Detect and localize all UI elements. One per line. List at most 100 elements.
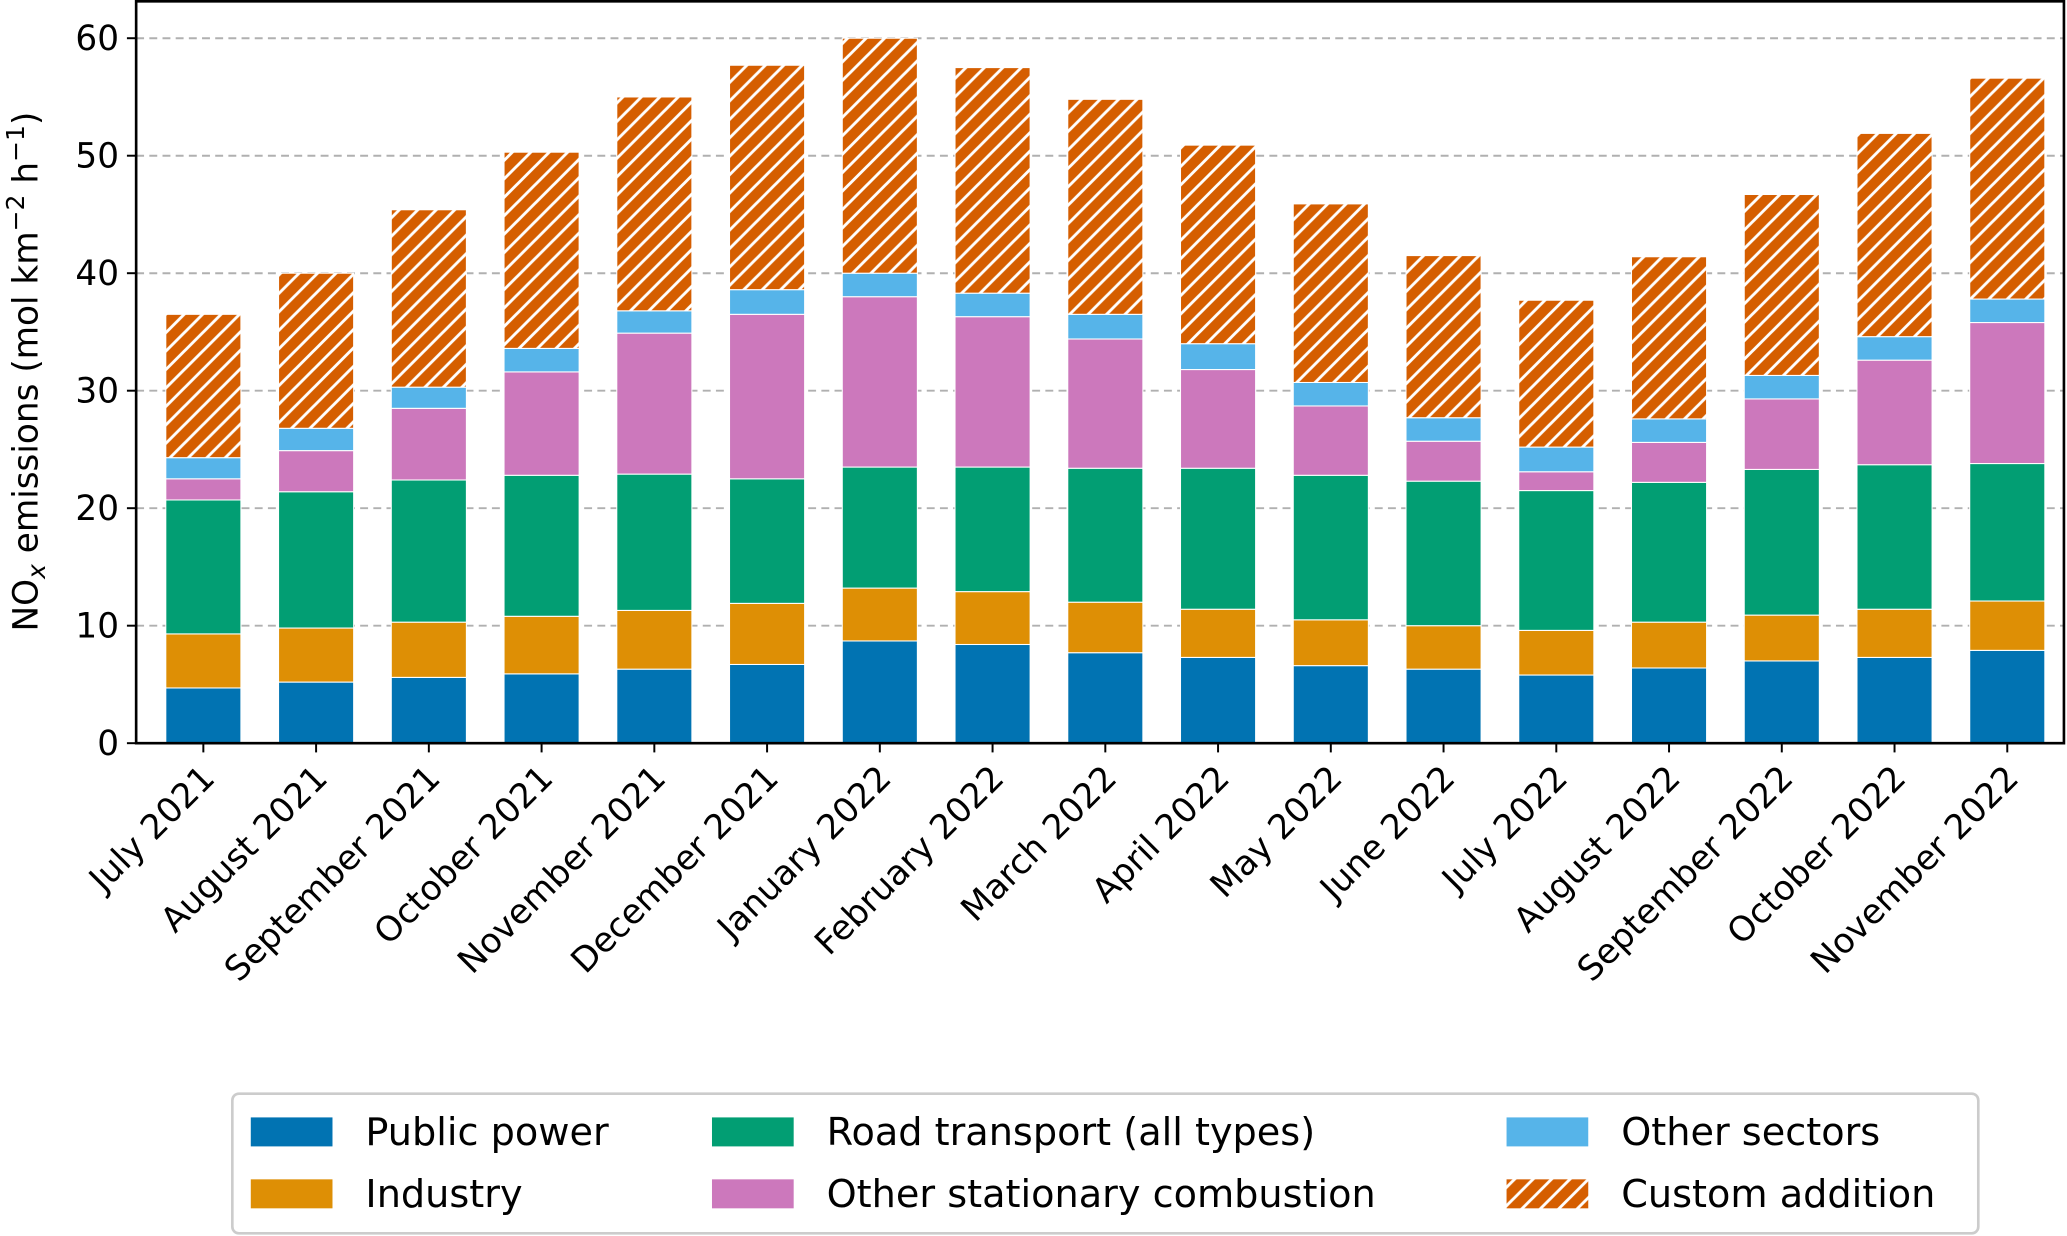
bar-segment-other-sectors [728, 289, 806, 315]
bar-segment-public-power [1518, 674, 1595, 744]
bar-segment-road-transport-all-types- [1969, 463, 2046, 602]
bar-segment-other-stationary-combustion [390, 407, 467, 481]
bar-segment-public-power [954, 643, 1031, 744]
bar-segment-custom-addition [1743, 193, 1820, 376]
bar-segment-other-sectors [1179, 343, 1257, 371]
bar-segment-industry [616, 609, 693, 670]
bar-segment-custom-addition [1292, 203, 1369, 383]
bar-segment-public-power [616, 668, 693, 744]
bar-segment-other-sectors [503, 347, 580, 373]
bar-segment-road-transport-all-types- [728, 478, 806, 604]
bar-segment-public-power [1292, 665, 1369, 744]
legend-label: Other sectors [1621, 1111, 1880, 1155]
bar-segment-other-stationary-combustion [954, 316, 1031, 468]
bar-segment-road-transport-all-types- [1405, 480, 1482, 627]
x-tick-label: February 2022 [807, 758, 1012, 963]
bar-segment-other-stationary-combustion [1405, 440, 1482, 482]
bar-segment-custom-addition [1969, 77, 2046, 300]
bar-segment-custom-addition [165, 313, 242, 459]
bar-segment-other-sectors [616, 310, 693, 334]
bar-segment-public-power [841, 640, 918, 744]
bar-segment-custom-addition [278, 272, 355, 429]
bar-segment-custom-addition [1630, 256, 1708, 420]
bar-segment-industry [1743, 614, 1820, 662]
bar-segment-road-transport-all-types- [616, 473, 693, 611]
x-tick-label: November 2021 [450, 758, 674, 982]
bar-segment-industry [728, 602, 806, 665]
legend-label: Public power [365, 1111, 609, 1155]
bar-segment-other-stationary-combustion [1067, 338, 1144, 469]
bar-segment-road-transport-all-types- [1743, 468, 1820, 616]
legend-label: Custom addition [1621, 1173, 1935, 1217]
bar-segment-other-stationary-combustion [1179, 369, 1257, 469]
legend-swatch [711, 1117, 794, 1147]
legend-label: Other stationary combustion [827, 1173, 1376, 1217]
bar-segment-other-sectors [1969, 298, 2046, 324]
bar-segment-other-stationary-combustion [728, 313, 806, 480]
bar-segment-road-transport-all-types- [1067, 467, 1144, 603]
bar-segment-other-stationary-combustion [1518, 471, 1595, 492]
bar-segment-custom-addition [1856, 132, 1933, 338]
bar-segment-other-sectors [1518, 446, 1595, 473]
bar-segment-industry [1179, 608, 1257, 658]
bar-segment-other-sectors [1067, 313, 1144, 340]
y-tick-label: 40 [75, 254, 119, 294]
bar-segment-public-power [1067, 652, 1144, 744]
x-tick-label: September 2021 [217, 758, 448, 989]
bar-segment-public-power [1405, 668, 1482, 744]
bar-segment-industry [1518, 629, 1595, 676]
bar-segment-other-sectors [1405, 417, 1482, 442]
bar-segment-road-transport-all-types- [954, 466, 1031, 593]
bar-segment-other-stationary-combustion [503, 371, 580, 476]
bar-segment-custom-addition [954, 67, 1031, 294]
y-tick-label: 60 [75, 19, 119, 59]
bar-segment-other-sectors [165, 457, 242, 480]
bar-segment-industry [1969, 600, 2046, 651]
bar-segment-public-power [503, 673, 580, 744]
bar-segment-industry [503, 615, 580, 675]
x-tick-label: December 2021 [563, 758, 786, 981]
bar-segment-custom-addition [728, 64, 806, 291]
bar-segment-other-stationary-combustion [278, 450, 355, 493]
bar-segment-road-transport-all-types- [165, 499, 242, 635]
bar-segment-custom-addition [616, 96, 693, 312]
bar-segment-custom-addition [1405, 255, 1482, 419]
bar-segment-other-stationary-combustion [1969, 322, 2046, 465]
bar-segment-industry [278, 627, 355, 683]
bar-segment-road-transport-all-types- [841, 466, 918, 589]
legend-swatch [1506, 1117, 1589, 1147]
x-tick-label: November 2022 [1803, 758, 2027, 982]
bar-segment-public-power [165, 687, 242, 744]
bar-segment-other-sectors [841, 272, 918, 298]
bar-segment-other-stationary-combustion [616, 332, 693, 475]
bar-segment-other-stationary-combustion [1292, 405, 1369, 476]
x-tick-label: September 2022 [1570, 758, 1801, 989]
bar-segment-public-power [278, 681, 355, 744]
bar-segment-other-stationary-combustion [1630, 441, 1708, 483]
legend-swatch [1506, 1179, 1589, 1209]
bar-segment-public-power [728, 663, 806, 744]
bar-segment-other-stationary-combustion [841, 296, 918, 468]
legend-label: Road transport (all types) [827, 1111, 1316, 1155]
bar-segment-other-sectors [1630, 418, 1708, 443]
bar-segment-custom-addition [390, 209, 467, 388]
bar-segment-other-sectors [1856, 336, 1933, 361]
bars [165, 37, 2046, 744]
bar-segment-industry [1067, 601, 1144, 654]
bar-segment-road-transport-all-types- [1630, 481, 1708, 623]
bar-segment-industry [165, 633, 242, 689]
bar-segment-industry [390, 621, 467, 678]
y-axis: 0 10 20 30 40 50 60 [75, 19, 137, 764]
bar-segment-industry [1405, 625, 1482, 670]
bar-segment-other-sectors [1292, 381, 1369, 407]
bar-segment-public-power [1179, 656, 1257, 744]
y-tick-label: 0 [97, 724, 119, 764]
y-tick-label: 30 [75, 372, 119, 412]
bar-segment-other-stationary-combustion [1856, 359, 1933, 466]
legend-label: Industry [365, 1173, 522, 1217]
y-tick-label: 20 [75, 489, 119, 529]
bar-segment-road-transport-all-types- [503, 474, 580, 617]
legend-swatch [250, 1117, 333, 1147]
bar-segment-other-stationary-combustion [1743, 398, 1820, 470]
